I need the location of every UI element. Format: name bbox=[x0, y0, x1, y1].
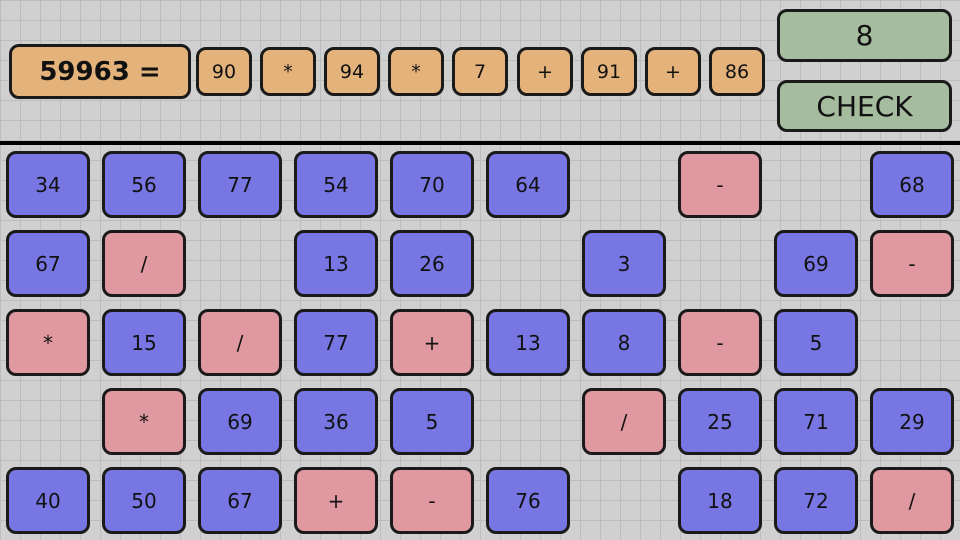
number-tile[interactable]: 3 bbox=[582, 230, 666, 297]
number-tile[interactable]: 26 bbox=[390, 230, 474, 297]
number-tile[interactable]: 18 bbox=[678, 467, 762, 534]
number-tile[interactable]: 50 bbox=[102, 467, 186, 534]
operator-tile[interactable]: - bbox=[390, 467, 474, 534]
equation-token[interactable]: 7 bbox=[452, 47, 508, 96]
number-tile[interactable]: 72 bbox=[774, 467, 858, 534]
number-tile[interactable]: 67 bbox=[6, 230, 90, 297]
target-value: 59963 = bbox=[9, 44, 191, 99]
operator-tile[interactable]: * bbox=[6, 309, 90, 376]
equation-token[interactable]: * bbox=[388, 47, 444, 96]
number-tile[interactable]: 29 bbox=[870, 388, 954, 455]
operator-tile[interactable]: + bbox=[390, 309, 474, 376]
number-tile[interactable]: 15 bbox=[102, 309, 186, 376]
number-tile[interactable]: 13 bbox=[294, 230, 378, 297]
number-tile[interactable]: 8 bbox=[582, 309, 666, 376]
number-tile[interactable]: 77 bbox=[294, 309, 378, 376]
answer-display: 8 bbox=[777, 9, 952, 62]
number-tile[interactable]: 70 bbox=[390, 151, 474, 218]
number-tile[interactable]: 68 bbox=[870, 151, 954, 218]
number-tile[interactable]: 64 bbox=[486, 151, 570, 218]
number-tile[interactable]: 5 bbox=[774, 309, 858, 376]
equation-token[interactable]: + bbox=[517, 47, 573, 96]
number-tile[interactable]: 69 bbox=[774, 230, 858, 297]
operator-tile[interactable]: / bbox=[870, 467, 954, 534]
operator-tile[interactable]: - bbox=[678, 151, 762, 218]
equation-token[interactable]: 86 bbox=[709, 47, 765, 96]
number-tile[interactable]: 54 bbox=[294, 151, 378, 218]
equation-token[interactable]: 94 bbox=[324, 47, 380, 96]
equation-token[interactable]: 90 bbox=[196, 47, 252, 96]
number-tile[interactable]: 71 bbox=[774, 388, 858, 455]
operator-tile[interactable]: - bbox=[870, 230, 954, 297]
number-tile[interactable]: 5 bbox=[390, 388, 474, 455]
number-tile[interactable]: 69 bbox=[198, 388, 282, 455]
number-tile[interactable]: 40 bbox=[6, 467, 90, 534]
operator-tile[interactable]: + bbox=[294, 467, 378, 534]
operator-tile[interactable]: / bbox=[198, 309, 282, 376]
operator-tile[interactable]: / bbox=[102, 230, 186, 297]
equation-token[interactable]: 91 bbox=[581, 47, 637, 96]
divider bbox=[0, 141, 960, 145]
number-tile[interactable]: 25 bbox=[678, 388, 762, 455]
number-tile[interactable]: 13 bbox=[486, 309, 570, 376]
number-tile[interactable]: 77 bbox=[198, 151, 282, 218]
equation-token[interactable]: + bbox=[645, 47, 701, 96]
operator-tile[interactable]: / bbox=[582, 388, 666, 455]
equation-token[interactable]: * bbox=[260, 47, 316, 96]
number-tile[interactable]: 36 bbox=[294, 388, 378, 455]
number-tile[interactable]: 76 bbox=[486, 467, 570, 534]
number-tile[interactable]: 67 bbox=[198, 467, 282, 534]
operator-tile[interactable]: * bbox=[102, 388, 186, 455]
operator-tile[interactable]: - bbox=[678, 309, 762, 376]
check-button[interactable]: CHECK bbox=[777, 80, 952, 132]
number-tile[interactable]: 34 bbox=[6, 151, 90, 218]
number-tile[interactable]: 56 bbox=[102, 151, 186, 218]
